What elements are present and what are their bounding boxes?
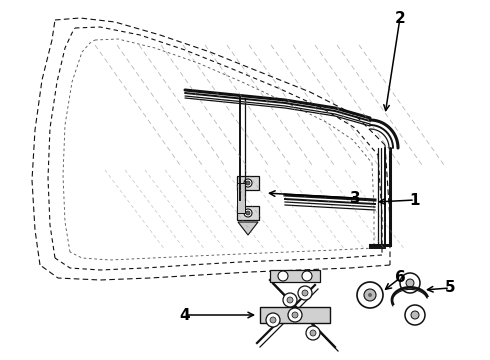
Text: 3: 3 bbox=[350, 190, 360, 206]
Bar bbox=[260, 307, 330, 323]
Circle shape bbox=[302, 290, 308, 296]
Circle shape bbox=[405, 305, 425, 325]
Bar bbox=[237, 176, 259, 190]
Circle shape bbox=[411, 311, 419, 319]
Text: 1: 1 bbox=[410, 193, 420, 207]
Polygon shape bbox=[238, 222, 258, 235]
Circle shape bbox=[400, 273, 420, 293]
Circle shape bbox=[406, 279, 414, 287]
Circle shape bbox=[288, 308, 302, 322]
Circle shape bbox=[368, 293, 372, 297]
Circle shape bbox=[298, 286, 312, 300]
Circle shape bbox=[244, 179, 252, 187]
Circle shape bbox=[287, 297, 293, 303]
Bar bbox=[237, 206, 259, 220]
Circle shape bbox=[306, 326, 320, 340]
Text: 4: 4 bbox=[180, 307, 190, 323]
Circle shape bbox=[364, 289, 376, 301]
Circle shape bbox=[357, 282, 383, 308]
Circle shape bbox=[310, 330, 316, 336]
Text: 6: 6 bbox=[394, 270, 405, 285]
Circle shape bbox=[283, 293, 297, 307]
Bar bbox=[270, 270, 320, 282]
Bar bbox=[237, 183, 245, 213]
Text: 2: 2 bbox=[394, 10, 405, 26]
Text: 5: 5 bbox=[445, 280, 455, 296]
Circle shape bbox=[292, 312, 298, 318]
Circle shape bbox=[278, 271, 288, 281]
Circle shape bbox=[246, 181, 250, 185]
Circle shape bbox=[270, 317, 276, 323]
Circle shape bbox=[246, 211, 250, 215]
Circle shape bbox=[302, 271, 312, 281]
Circle shape bbox=[266, 313, 280, 327]
Circle shape bbox=[244, 209, 252, 217]
